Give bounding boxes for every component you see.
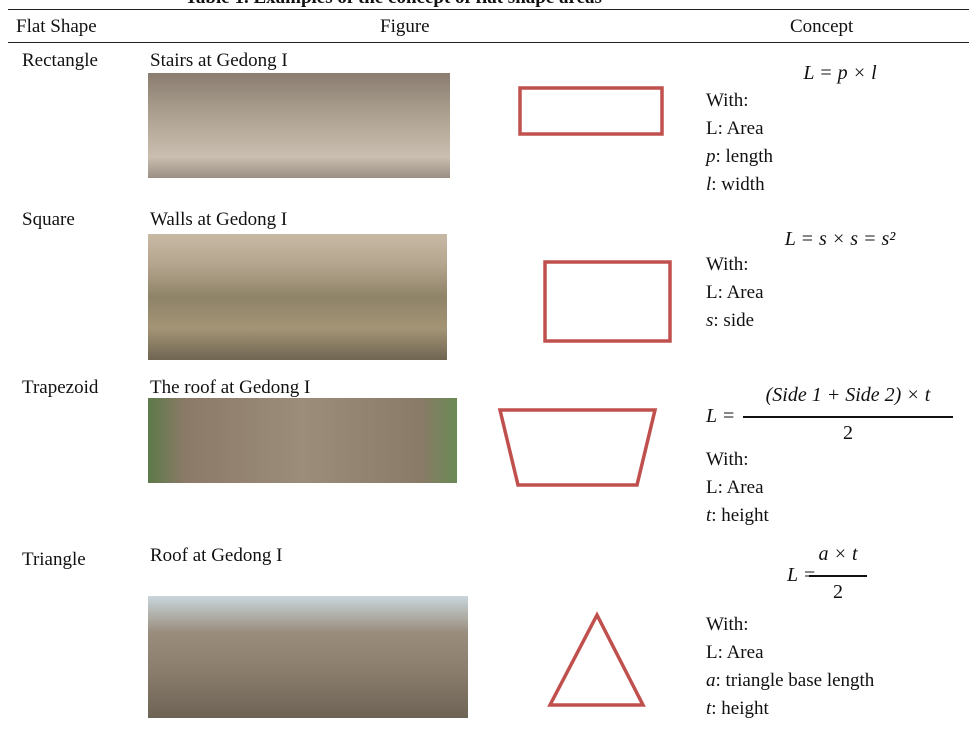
term: l: width xyxy=(706,174,765,196)
figure-caption: The roof at Gedong I xyxy=(150,377,311,398)
term-symbol: L xyxy=(706,477,718,498)
with-label: With: xyxy=(706,614,749,635)
fraction-bar xyxy=(809,575,867,577)
shape-name: Trapezoid xyxy=(22,377,99,398)
term-symbol: t xyxy=(706,505,712,526)
header-cell: Concept xyxy=(790,16,854,37)
term-text: : Area xyxy=(717,642,764,663)
term-text: : side xyxy=(713,310,755,331)
triangle-shape xyxy=(547,611,646,707)
term-text: : Area xyxy=(717,477,764,498)
fraction-bar xyxy=(743,416,953,418)
figure-caption: Roof at Gedong I xyxy=(150,545,283,566)
figure-caption: Stairs at Gedong I xyxy=(150,50,288,71)
formula-denominator: 2 xyxy=(843,422,853,444)
with-label: With: xyxy=(706,90,749,111)
formula-numerator: a × t xyxy=(818,543,858,565)
term-text: : height xyxy=(711,505,769,526)
term: t: height xyxy=(706,505,769,527)
with-label: With: xyxy=(706,254,749,275)
photo xyxy=(148,398,457,483)
term-symbol: L xyxy=(706,642,718,663)
term-text: : triangle base length xyxy=(715,670,875,691)
header-cell: Figure xyxy=(380,16,430,37)
term-symbol: L xyxy=(706,118,718,139)
photo xyxy=(148,73,450,178)
formula-lhs: L = xyxy=(787,564,817,586)
term-symbol: t xyxy=(706,698,712,719)
term-text: : height xyxy=(711,698,769,719)
shape-name: Triangle xyxy=(22,549,86,570)
shape-name: Square xyxy=(22,209,75,230)
photo xyxy=(148,234,447,360)
figure-caption: Walls at Gedong I xyxy=(150,209,288,230)
trapezoid-shape xyxy=(497,408,658,487)
term-text: : Area xyxy=(717,282,764,303)
term-symbol: l xyxy=(706,174,712,195)
term-symbol: p xyxy=(706,146,716,167)
term: t: height xyxy=(706,698,769,720)
formula-lhs: L = xyxy=(706,405,736,427)
formula-denominator: 2 xyxy=(833,581,843,603)
term-text: : width xyxy=(711,174,765,195)
term-text: : Area xyxy=(717,118,764,139)
rule xyxy=(8,9,969,10)
term: a: triangle base length xyxy=(706,670,874,692)
rule xyxy=(8,42,969,43)
term: L: Area xyxy=(706,282,764,304)
table-caption: Table 1. Examples of the concept of flat… xyxy=(185,0,602,9)
term: L: Area xyxy=(706,642,764,664)
with-label: With: xyxy=(706,449,749,470)
header-cell: Flat Shape xyxy=(16,16,97,37)
square-shape xyxy=(543,260,672,343)
term: L: Area xyxy=(706,477,764,499)
term: L: Area xyxy=(706,118,764,140)
formula: L = p × l xyxy=(803,62,877,84)
term-symbol: a xyxy=(706,670,716,691)
shape-name: Rectangle xyxy=(22,50,98,71)
term-symbol: L xyxy=(706,282,718,303)
rectangle-shape xyxy=(518,86,664,136)
formula: L = s × s = s² xyxy=(784,228,896,250)
term: s: side xyxy=(706,310,754,332)
term: p: length xyxy=(706,146,773,168)
photo xyxy=(148,596,468,718)
formula-numerator: (Side 1 + Side 2) × t xyxy=(765,384,931,406)
term-symbol: s xyxy=(706,310,714,331)
term-text: : length xyxy=(715,146,774,167)
